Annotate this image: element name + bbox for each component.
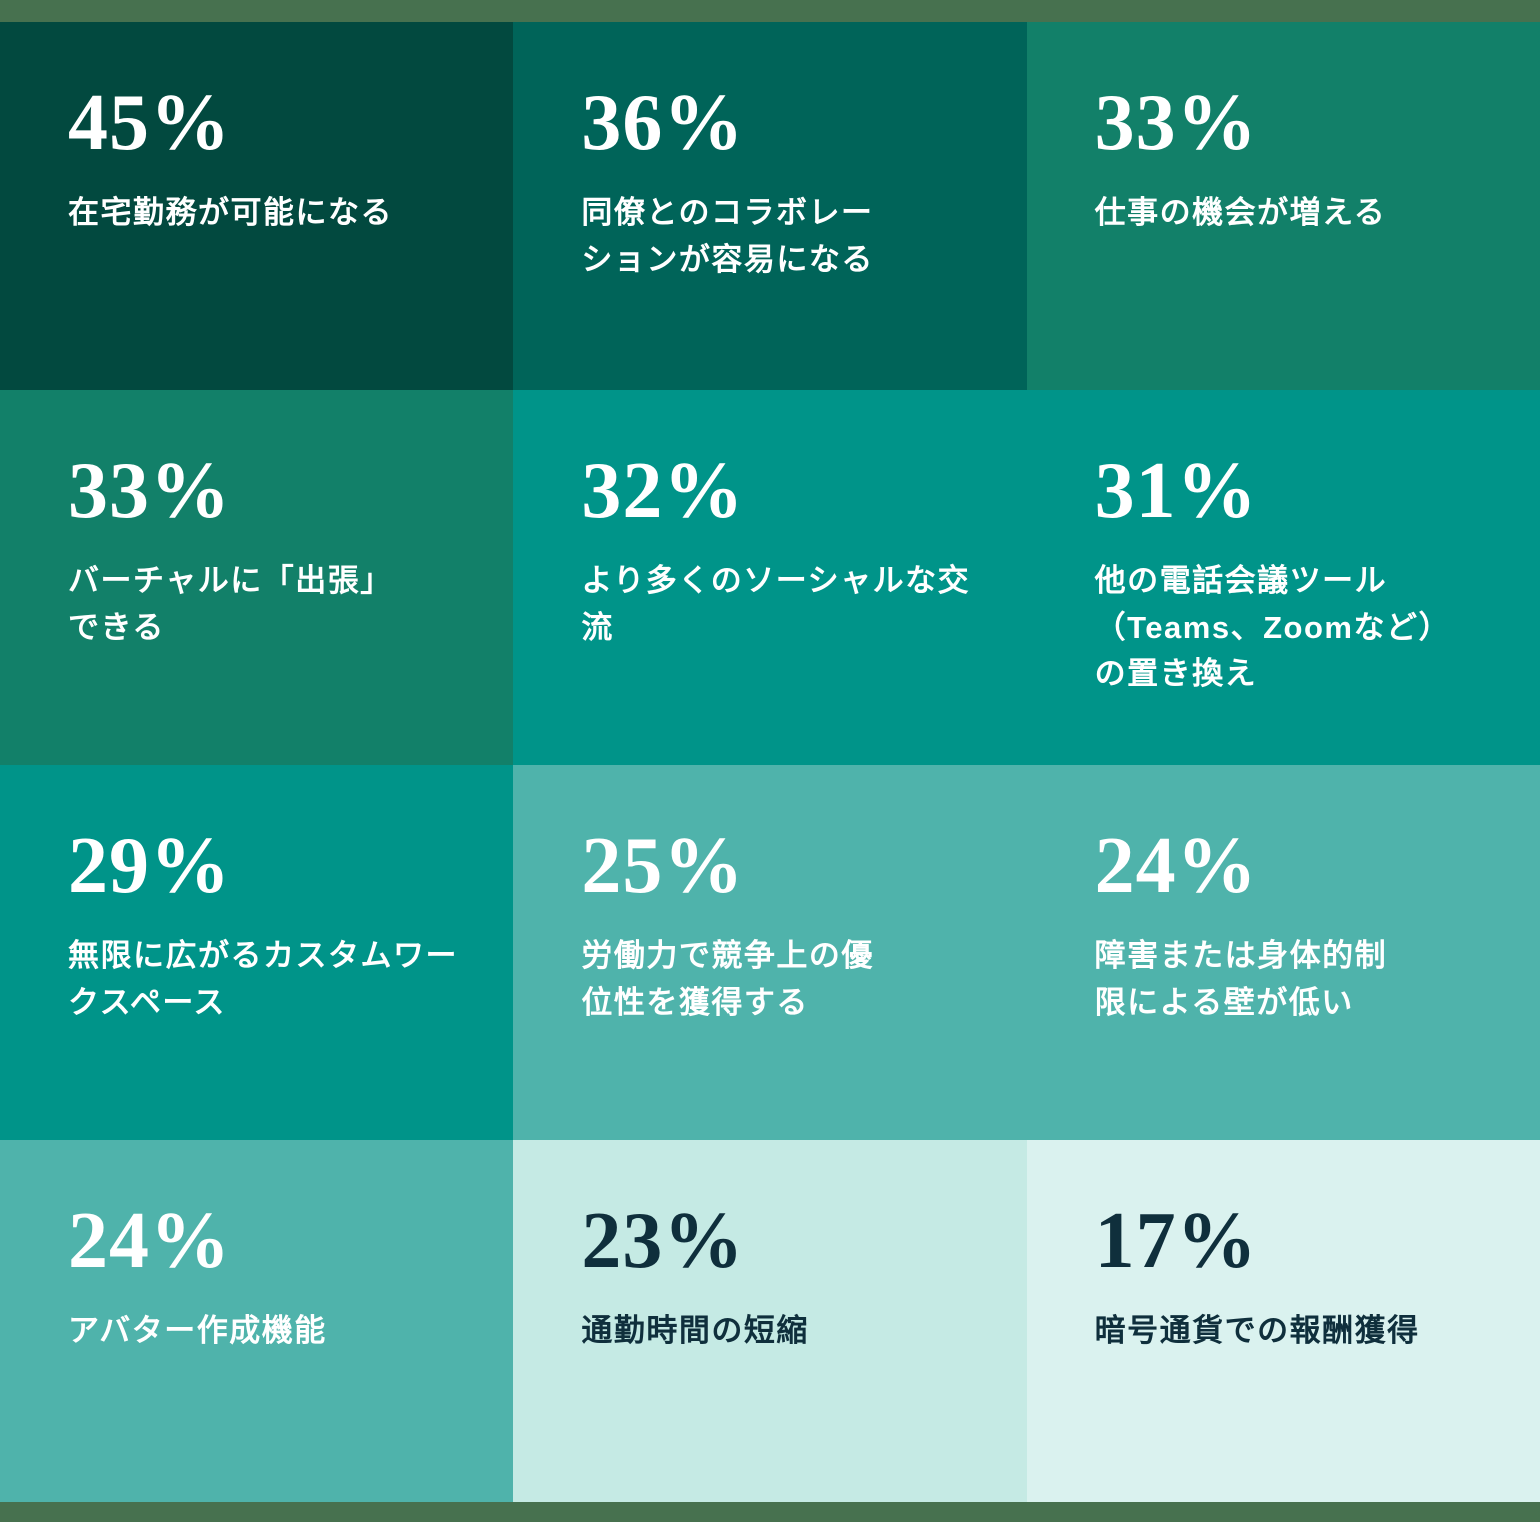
stat-value: 24% bbox=[68, 1197, 231, 1285]
stat-value: 25% bbox=[581, 822, 745, 910]
stat-label: 同僚とのコラボレー ションが容易になる bbox=[581, 195, 874, 277]
stat-label: 他の電話会議ツール （Teams、Zoomなど） の置き換え bbox=[1094, 563, 1451, 692]
stat-value: 33% bbox=[68, 447, 231, 535]
stat-label: アバター作成機能 bbox=[68, 1313, 327, 1349]
stat-tile: 33% 仕事の機会が増える bbox=[1026, 22, 1540, 390]
stat-label: 無限に広がるカスタムワー クスペース bbox=[68, 938, 458, 1020]
stat-value: 36% bbox=[581, 79, 745, 167]
bottom-border-strip bbox=[0, 1502, 1540, 1522]
stat-grid: 45% 在宅勤務が可能になる 36% 同僚とのコラボレー ションが容易になる 3… bbox=[0, 22, 1540, 1502]
stat-tile: 33% バーチャルに「出張」 できる bbox=[0, 390, 514, 765]
stat-value: 23% bbox=[581, 1197, 745, 1285]
stat-value: 17% bbox=[1094, 1197, 1258, 1285]
stat-tile: 29% 無限に広がるカスタムワー クスペース bbox=[0, 765, 514, 1140]
stat-label: 仕事の機会が増える bbox=[1094, 195, 1387, 231]
stat-tile: 32% より多くのソーシャルな交流 bbox=[513, 390, 1027, 765]
stat-value: 24% bbox=[1094, 822, 1258, 910]
stat-tile: 23% 通勤時間の短縮 bbox=[513, 1140, 1027, 1502]
stat-tile: 24% 障害または身体的制 限による壁が低い bbox=[1026, 765, 1540, 1140]
top-border-strip bbox=[0, 0, 1540, 22]
stat-value: 32% bbox=[581, 447, 745, 535]
stat-tile: 24% アバター作成機能 bbox=[0, 1140, 514, 1502]
stat-tile: 45% 在宅勤務が可能になる bbox=[0, 22, 514, 390]
stat-label: より多くのソーシャルな交流 bbox=[581, 563, 971, 645]
stat-label: 労働力で競争上の優 位性を獲得する bbox=[581, 938, 874, 1020]
stat-tile: 17% 暗号通貨での報酬獲得 bbox=[1026, 1140, 1540, 1502]
stat-value: 33% bbox=[1094, 79, 1258, 167]
stat-value: 31% bbox=[1094, 447, 1258, 535]
stat-label: 障害または身体的制 限による壁が低い bbox=[1094, 938, 1388, 1020]
stat-tile: 25% 労働力で競争上の優 位性を獲得する bbox=[513, 765, 1027, 1140]
stat-value: 45% bbox=[68, 79, 231, 167]
stat-label: 暗号通貨での報酬獲得 bbox=[1094, 1313, 1420, 1349]
stat-tile: 31% 他の電話会議ツール （Teams、Zoomなど） の置き換え bbox=[1026, 390, 1540, 765]
stat-label: 通勤時間の短縮 bbox=[581, 1313, 809, 1349]
stat-value: 29% bbox=[68, 822, 231, 910]
stat-label: 在宅勤務が可能になる bbox=[68, 195, 393, 231]
stat-tile: 36% 同僚とのコラボレー ションが容易になる bbox=[513, 22, 1027, 390]
stat-label: バーチャルに「出張」 できる bbox=[68, 563, 393, 645]
